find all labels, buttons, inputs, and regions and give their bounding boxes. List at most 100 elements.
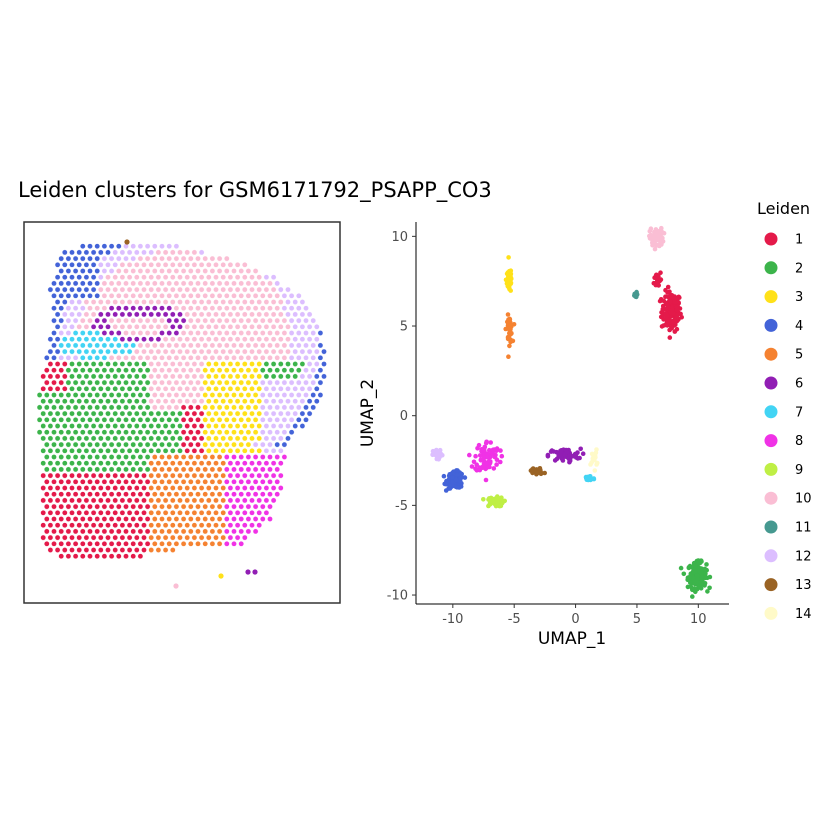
spatial-spot-cluster-5	[191, 472, 198, 479]
spatial-spot-cluster-1	[141, 534, 147, 541]
umap-point-cluster-1	[668, 299, 673, 304]
umap-point-cluster-5	[510, 338, 516, 344]
spatial-spot-cluster-1	[141, 485, 147, 491]
spatial-spot-cluster-10	[108, 280, 115, 287]
spatial-spot-cluster-3	[216, 367, 223, 374]
spatial-spot-cluster-10	[180, 255, 187, 262]
spatial-spot-cluster-10	[256, 348, 263, 355]
spatial-spot-cluster-12	[267, 392, 273, 398]
spatial-spot-cluster-2	[116, 454, 122, 460]
spatial-spot-cluster-4	[76, 274, 82, 281]
spatial-spot-cluster-10	[137, 330, 144, 336]
umap-point-cluster-1	[664, 321, 670, 327]
spatial-spot-cluster-6	[112, 311, 118, 318]
spatial-spot-cluster-10	[245, 268, 252, 274]
spatial-spot-cluster-2	[51, 392, 57, 398]
spatial-spot-cluster-10	[151, 330, 158, 336]
spatial-spot-cluster-10	[256, 336, 263, 343]
spatial-spot-cluster-2	[116, 392, 122, 398]
spatial-spot-cluster-4	[310, 392, 317, 398]
spatial-spot-cluster-2	[169, 423, 176, 429]
spatial-spot-cluster-8	[238, 454, 244, 460]
spatial-spot-cluster-10	[241, 336, 248, 343]
spatial-spot-cluster-2	[51, 441, 57, 448]
spatial-spot-cluster-10	[245, 292, 252, 299]
spatial-spot-cluster-12	[299, 299, 306, 305]
spatial-spot-cluster-4	[51, 354, 57, 361]
spatial-spot-cluster-10	[159, 255, 165, 262]
spatial-spot-cluster-1	[130, 516, 136, 522]
spatial-spot-cluster-2	[177, 410, 183, 417]
spatial-spot-cluster-10	[191, 249, 198, 256]
spatial-spot-cluster-2	[105, 385, 111, 392]
spatial-spot-cluster-3	[249, 435, 255, 442]
spatial-spot-cluster-3	[231, 416, 237, 423]
spatial-spot-cluster-5	[151, 478, 158, 485]
spatial-spot-cluster-3	[256, 385, 263, 392]
spatial-spot-cluster-10	[151, 404, 158, 411]
spatial-spot-cluster-2	[76, 373, 82, 380]
spatial-spot-cluster-5	[162, 472, 169, 479]
spatial-spot-cluster-8	[267, 466, 273, 473]
spatial-spot-cluster-1	[119, 547, 126, 553]
spatial-spot-cluster-5	[220, 534, 226, 541]
spatial-spot-cluster-5	[213, 509, 219, 516]
spatial-spot-cluster-3	[209, 441, 216, 448]
spatial-spot-cluster-2	[87, 429, 93, 436]
spatial-spot-cluster-5	[209, 516, 216, 522]
spatial-spot-cluster-5	[180, 466, 187, 473]
spatial-spot-cluster-10	[223, 292, 230, 299]
spatial-spot-cluster-10	[213, 311, 219, 318]
spatial-spot-cluster-2	[87, 466, 93, 473]
spatial-spot-cluster-10	[249, 274, 255, 281]
spatial-spot-cluster-8	[234, 460, 241, 467]
spatial-spot-cluster-2	[83, 361, 90, 367]
spatial-spot-cluster-10	[144, 268, 151, 274]
spatial-spot-cluster-3	[220, 410, 226, 417]
spatial-spot-cluster-4	[317, 367, 324, 374]
spatial-spot-cluster-3	[213, 447, 219, 454]
spatial-spot-cluster-10	[270, 286, 277, 293]
spatial-spot-cluster-2	[98, 423, 104, 429]
spatial-spot-cluster-1	[187, 404, 194, 411]
spatial-spot-cluster-8	[245, 528, 252, 535]
legend-label-7: 7	[795, 405, 803, 420]
umap-point-cluster-13	[532, 469, 538, 474]
spatial-spot-cluster-7	[98, 336, 104, 343]
spatial-spot-cluster-10	[238, 268, 244, 274]
spatial-spot-cluster-1	[116, 553, 122, 560]
spatial-spot-cluster-5	[180, 503, 187, 510]
spatial-spot-cluster-10	[202, 292, 208, 299]
spatial-spot-cluster-10	[123, 268, 129, 274]
spatial-spot-cluster-10	[231, 268, 237, 274]
spatial-spot-cluster-3	[223, 404, 230, 411]
spatial-spot-cluster-1	[54, 509, 61, 516]
spatial-spot-cluster-10	[231, 305, 237, 312]
spatial-spot-cluster-10	[169, 274, 176, 281]
spatial-spot-cluster-10	[220, 274, 226, 281]
spatial-spot-cluster-10	[213, 323, 219, 330]
spatial-spot-cluster-6	[116, 305, 122, 312]
spatial-spot-cluster-10	[191, 373, 198, 380]
spatial-spot-cluster-8	[256, 522, 263, 529]
umap-point-cluster-1	[674, 315, 679, 320]
spatial-spot-cluster-2	[116, 367, 122, 374]
spatial-spot-cluster-2	[116, 404, 122, 411]
umap-point-cluster-2	[687, 574, 692, 580]
spatial-spot-cluster-2	[36, 392, 43, 398]
spatial-spot-cluster-2	[76, 435, 82, 442]
spatial-spot-cluster-12	[288, 392, 295, 398]
umap-point-cluster-4	[455, 468, 460, 473]
legend-label-9: 9	[795, 463, 803, 478]
spatial-spot-cluster-1	[87, 478, 93, 485]
spatial-spot-cluster-8	[223, 478, 230, 485]
spatial-spot-cluster-5	[209, 478, 216, 485]
umap-point-cluster-14	[592, 468, 598, 473]
spatial-spot-cluster-8	[249, 522, 255, 529]
spatial-spot-cluster-8	[227, 534, 234, 541]
spatial-spot-cluster-5	[216, 466, 223, 473]
spatial-spot-cluster-10	[144, 342, 151, 349]
spatial-spot-cluster-12	[267, 379, 273, 386]
spatial-spot-cluster-10	[184, 249, 190, 256]
spatial-spot-cluster-8	[231, 528, 237, 535]
